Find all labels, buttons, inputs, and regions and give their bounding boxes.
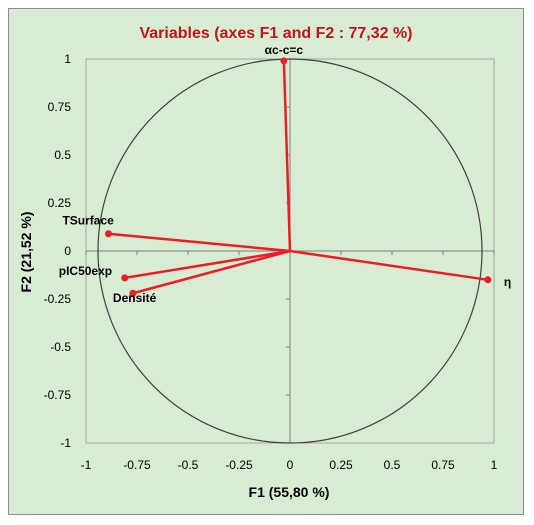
- vector-point: [121, 274, 129, 282]
- y-tick-label: 0: [64, 244, 71, 258]
- point-label: pIC50exp: [59, 264, 112, 278]
- x-tick-label: -0.25: [225, 458, 253, 472]
- vector-line: [132, 249, 291, 295]
- point-label: αc-c=c: [265, 43, 304, 57]
- y-tick-label: -0.25: [44, 292, 72, 306]
- point-label: Densité: [113, 291, 157, 305]
- y-tick-label: 0.5: [54, 148, 71, 162]
- x-tick-label: -1: [81, 458, 92, 472]
- x-tick-label: 0.75: [431, 458, 455, 472]
- chart-title: Variables (axes F1 and F2 : 77,32 %): [139, 25, 412, 42]
- vector-point: [280, 57, 288, 65]
- y-tick-label: -0.5: [50, 340, 71, 354]
- y-tick-label: 0.75: [48, 100, 72, 114]
- x-tick-label: 1: [491, 458, 498, 472]
- vector-point: [129, 289, 137, 297]
- x-tick-label: -0.5: [178, 458, 199, 472]
- x-tick-label: -0.75: [123, 458, 151, 472]
- point-label: TSurface: [62, 214, 114, 228]
- vector-point: [484, 276, 492, 284]
- chart-frame: [8, 8, 524, 515]
- x-axis-label: F1 (55,80 %): [249, 484, 330, 500]
- y-tick-label: 1: [64, 52, 71, 66]
- y-tick-label: 0.25: [48, 196, 72, 210]
- vector-point: [104, 230, 112, 238]
- vector-line: [289, 249, 489, 282]
- x-tick-label: 0.25: [329, 458, 353, 472]
- x-tick-label: 0: [287, 458, 294, 472]
- vector-line: [282, 60, 292, 252]
- tick-labels: -1 -0.75 -0.5 -0.25 0 0.25 0.5 0.75 1 1 0.75 0.5 0.2…: [44, 52, 498, 472]
- y-axis-label: F2 (21,52 %): [18, 212, 34, 293]
- vector-line: [108, 232, 291, 253]
- correlation-circle: [97, 58, 483, 444]
- y-tick-label: -1: [60, 436, 71, 450]
- point-label: η: [504, 275, 511, 289]
- x-tick-label: 0.5: [384, 458, 401, 472]
- y-tick-label: -0.75: [44, 388, 72, 402]
- vector-line: [124, 249, 291, 280]
